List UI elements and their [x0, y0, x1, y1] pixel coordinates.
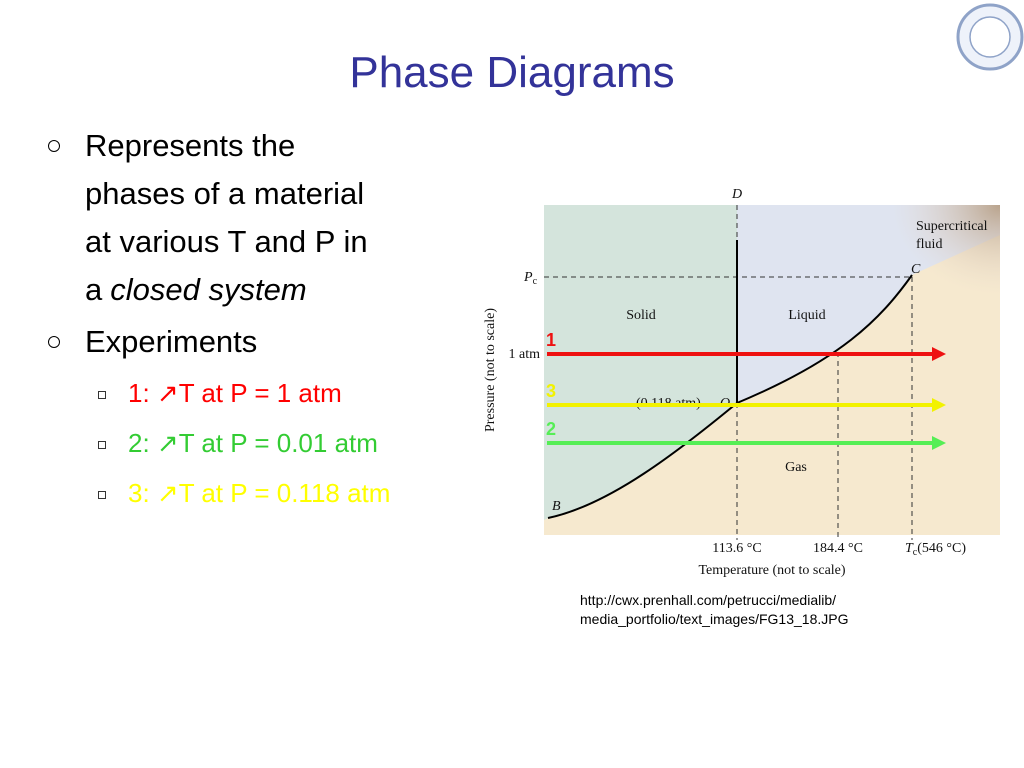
- sub-bullet-marker: [98, 491, 106, 499]
- label-d: D: [731, 187, 742, 202]
- x-label: 184.4 °C: [813, 541, 863, 556]
- label-b: B: [552, 499, 561, 514]
- sub-bullet-marker: [98, 441, 106, 449]
- symbol: T: [905, 541, 914, 556]
- sub-bullet-text: 2: ↗T at P = 0.01 atm: [128, 428, 378, 458]
- y-axis-label: Pressure (not to scale): [483, 308, 498, 432]
- supercritical-shade: [880, 205, 1000, 305]
- bullet-text: a closed system: [85, 266, 307, 314]
- guides: [544, 205, 913, 540]
- arrow-label: 1: [546, 330, 556, 350]
- arrow-label: 2: [546, 419, 556, 439]
- logo-inner: [969, 16, 1011, 58]
- label-gas: Gas: [785, 460, 807, 475]
- bullet-text: a: [85, 272, 103, 307]
- x-label: 113.6 °C: [712, 541, 761, 556]
- arrows: 1 3 2: [546, 330, 946, 450]
- x-axis-label: Temperature (not to scale): [698, 563, 845, 578]
- sub-bullet-marker: [98, 391, 106, 399]
- bullet-text: at various T and P in: [85, 224, 368, 259]
- label-liquid: Liquid: [788, 308, 825, 323]
- arrow-head: [932, 436, 946, 450]
- tc-value: (546 °C): [917, 541, 966, 556]
- source: http://cwx.prenhall.com/petrucci/mediali…: [580, 592, 836, 608]
- label-solid: Solid: [626, 308, 656, 323]
- bullet-text: Experiments: [85, 324, 258, 359]
- label-pc: Pc: [523, 270, 538, 287]
- subscript: c: [913, 547, 918, 558]
- title: Phase Diagrams: [349, 48, 675, 97]
- sub-bullet-text: 3: ↗T at P = 0.118 atm: [128, 478, 391, 508]
- arrow-label: 3: [546, 381, 556, 401]
- arrow-head: [932, 398, 946, 412]
- source: media_portfolio/text_images/FG13_18.JPG: [580, 611, 849, 627]
- emphasis: closed system: [110, 272, 307, 307]
- label-supercritical: fluid: [916, 237, 942, 252]
- sub-bullet-text: 1: ↗T at P = 1 atm: [128, 378, 342, 408]
- bullet-marker: [48, 140, 60, 152]
- bullet-text: Represents the: [85, 128, 296, 163]
- arrow-head: [932, 347, 946, 361]
- label-supercritical: Supercritical: [916, 219, 988, 234]
- label-1atm: 1 atm: [509, 347, 541, 362]
- symbol: P: [523, 270, 533, 285]
- label-c: C: [911, 262, 921, 277]
- bullet-text: phases of a material: [85, 176, 365, 211]
- bullet-marker: [48, 336, 60, 348]
- subscript: c: [533, 276, 538, 287]
- label-tc: Tc(546 °C): [905, 541, 966, 558]
